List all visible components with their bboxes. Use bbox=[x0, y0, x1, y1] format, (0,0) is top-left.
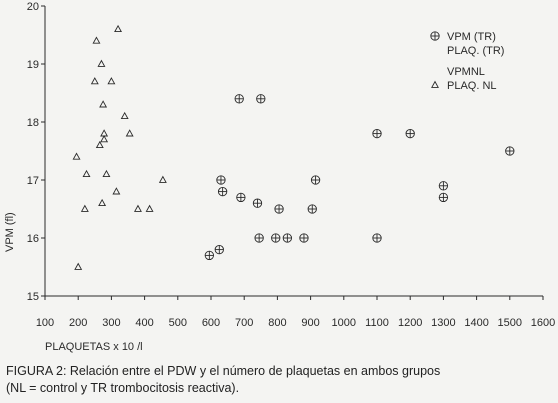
data-point-tr bbox=[271, 233, 281, 243]
data-point-nl bbox=[92, 36, 101, 44]
legend-label: PLAQ. (TR) bbox=[447, 45, 504, 57]
data-point-nl bbox=[102, 169, 111, 178]
y-tick-label: 20 bbox=[27, 1, 39, 13]
data-point-nl bbox=[107, 77, 116, 85]
y-ticks: 15 16 17 18 19 20 bbox=[27, 1, 45, 303]
x-tick-label: 800 bbox=[268, 317, 286, 329]
y-tick-label: 18 bbox=[27, 117, 39, 129]
legend: VPM (TR) PLAQ. (TR) VPMNL PLAQ. NL bbox=[430, 31, 504, 92]
data-points bbox=[72, 24, 515, 270]
figure-caption: FIGURA 2: Relación entre el PDW y el núm… bbox=[6, 363, 556, 397]
data-point-tr bbox=[438, 192, 449, 203]
data-point-tr bbox=[505, 146, 515, 156]
x-tick-label: 200 bbox=[69, 317, 87, 329]
data-point-nl bbox=[97, 59, 106, 67]
data-point-nl bbox=[112, 187, 121, 195]
x-tick-label: 600 bbox=[202, 317, 220, 329]
data-point-tr bbox=[256, 94, 266, 104]
data-point-tr bbox=[307, 204, 317, 214]
data-point-tr bbox=[282, 233, 293, 243]
data-point-tr bbox=[438, 181, 449, 191]
data-point-nl bbox=[98, 198, 107, 207]
data-point-nl bbox=[82, 169, 91, 178]
data-point-tr bbox=[236, 192, 246, 203]
x-tick-label: 1500 bbox=[498, 317, 522, 329]
data-point-tr bbox=[252, 198, 263, 208]
y-tick-label: 19 bbox=[27, 59, 39, 71]
data-point-tr bbox=[405, 128, 415, 139]
data-point-tr bbox=[372, 128, 382, 139]
data-point-tr bbox=[254, 233, 264, 243]
data-point-nl bbox=[125, 129, 134, 137]
data-point-nl bbox=[74, 262, 83, 270]
data-point-nl bbox=[80, 204, 89, 212]
x-tick-label: 300 bbox=[102, 317, 120, 329]
y-tick-label: 15 bbox=[27, 291, 39, 303]
x-tick-label: 400 bbox=[135, 317, 153, 329]
data-point-tr bbox=[204, 250, 214, 261]
x-tick-label: 900 bbox=[301, 317, 319, 329]
caption-line-1: FIGURA 2: Relación entre el PDW y el núm… bbox=[6, 364, 441, 378]
x-tick-label: 1300 bbox=[431, 317, 455, 329]
data-point-nl bbox=[120, 111, 129, 120]
data-point-tr bbox=[372, 233, 382, 243]
data-point-tr bbox=[216, 175, 226, 185]
data-point-nl bbox=[72, 152, 81, 160]
x-ticks: 100 200 300 400 500 600 700 800 900 1000 1100 1200 1… bbox=[36, 296, 555, 329]
data-point-tr bbox=[234, 94, 244, 104]
scatter-chart: 100 200 300 400 500 600 700 800 900 1000 1100 1200 1… bbox=[4, 1, 555, 353]
y-axis-title: VPM (fl) bbox=[4, 212, 16, 252]
data-point-nl bbox=[145, 204, 154, 212]
x-tick-label: 1200 bbox=[398, 317, 422, 329]
data-point-tr bbox=[274, 204, 284, 214]
x-tick-label: 1600 bbox=[531, 317, 555, 329]
legend-label: VPMNL bbox=[447, 66, 485, 78]
data-point-nl bbox=[114, 24, 123, 33]
x-tick-label: 500 bbox=[169, 317, 187, 329]
data-point-nl bbox=[133, 204, 142, 212]
data-point-nl bbox=[90, 77, 99, 85]
data-point-tr bbox=[217, 186, 228, 197]
data-point-tr bbox=[214, 244, 224, 255]
x-axis-title: PLAQUETAS x 10 /l bbox=[45, 341, 143, 353]
data-point-tr bbox=[299, 233, 309, 243]
y-tick-label: 16 bbox=[27, 233, 39, 245]
legend-label: PLAQ. NL bbox=[447, 80, 497, 92]
x-tick-label: 1400 bbox=[464, 317, 488, 329]
legend-label: VPM (TR) bbox=[447, 31, 496, 43]
data-point-nl bbox=[95, 140, 104, 149]
data-point-tr bbox=[310, 175, 321, 185]
data-point-nl bbox=[100, 135, 109, 143]
x-tick-label: 1100 bbox=[365, 317, 389, 329]
x-tick-label: 1000 bbox=[332, 317, 356, 329]
caption-line-2: (NL = control y TR trombocitosis reactiv… bbox=[6, 381, 240, 395]
chart-axes bbox=[44, 6, 543, 297]
legend-marker-tr bbox=[430, 31, 440, 41]
data-point-nl bbox=[158, 175, 167, 183]
x-tick-label: 700 bbox=[235, 317, 253, 329]
data-point-nl bbox=[99, 100, 108, 108]
legend-marker-nl bbox=[431, 80, 439, 88]
y-tick-label: 17 bbox=[27, 175, 39, 187]
x-tick-label: 100 bbox=[36, 317, 54, 329]
